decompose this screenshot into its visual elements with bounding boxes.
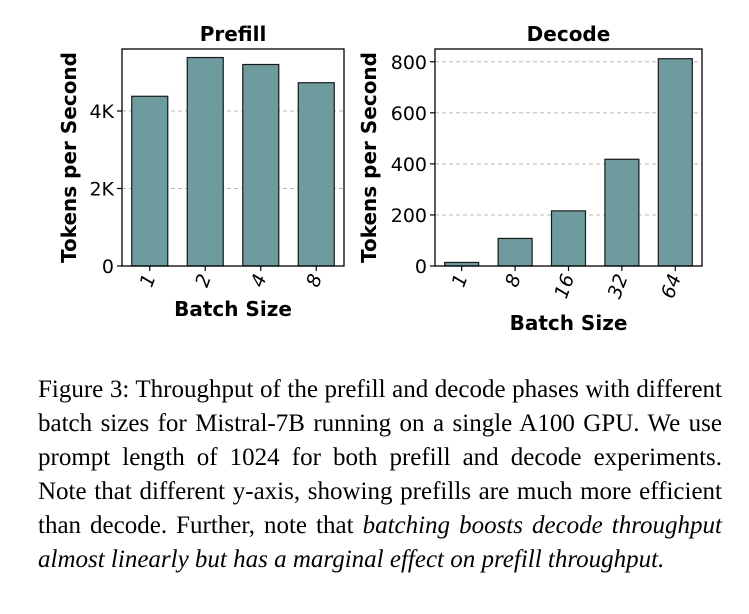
bar-64	[657, 58, 693, 267]
bar-1	[131, 95, 169, 267]
x-axis-label: Batch Size	[510, 311, 628, 335]
y-tick-label: 0	[102, 256, 114, 278]
figure-caption: Figure 3: Throughput of the prefill and …	[38, 373, 722, 577]
x-tick-label: 4	[247, 271, 272, 290]
bar-16	[550, 210, 587, 267]
x-axis-label: Batch Size	[174, 297, 292, 321]
x-tick-label: 8	[501, 271, 526, 290]
x-tick-label: 1	[448, 271, 473, 290]
bar-8	[497, 237, 533, 267]
decode-chart: 0 200 400 600 800 1 8 16 32 64 Decode Batch Size Tok…	[357, 22, 703, 335]
y-tick-label: 4K	[89, 101, 114, 123]
bar-4	[242, 63, 280, 267]
y-tick-label: 2K	[89, 179, 114, 201]
chart-title: Decode	[527, 22, 611, 46]
bar-8	[297, 82, 335, 267]
y-axis-label: Tokens per Second	[357, 52, 381, 263]
x-tick-label: 16	[550, 271, 579, 301]
y-tick-label: 0	[415, 256, 427, 278]
prefill-chart: 0 2K 4K 1 2 4 8 Prefill Batch Size Tokens per Sec…	[57, 22, 345, 321]
y-axis-label: Tokens per Second	[57, 52, 81, 263]
x-tick-label: 1	[136, 271, 161, 290]
bar-32	[604, 158, 640, 267]
caption-text: Figure 3: Throughput of the prefill and …	[38, 376, 722, 539]
y-tick-label: 600	[391, 103, 427, 125]
x-tick-label: 8	[302, 271, 327, 290]
figure: 0 2K 4K 1 2 4 8 Prefill Batch Size Tokens per Sec…	[57, 22, 703, 335]
caption-emphasis: batching boosts decode throughput almost…	[38, 512, 722, 573]
bar-2	[186, 56, 224, 267]
x-tick-label: 32	[604, 271, 633, 301]
y-tick-label: 800	[391, 52, 427, 74]
y-tick-label: 400	[391, 154, 427, 176]
y-tick-label: 200	[391, 205, 427, 227]
chart-title: Prefill	[200, 22, 267, 46]
x-tick-label: 64	[657, 271, 686, 301]
x-tick-label: 2	[191, 271, 216, 290]
axes-frame	[121, 48, 345, 267]
